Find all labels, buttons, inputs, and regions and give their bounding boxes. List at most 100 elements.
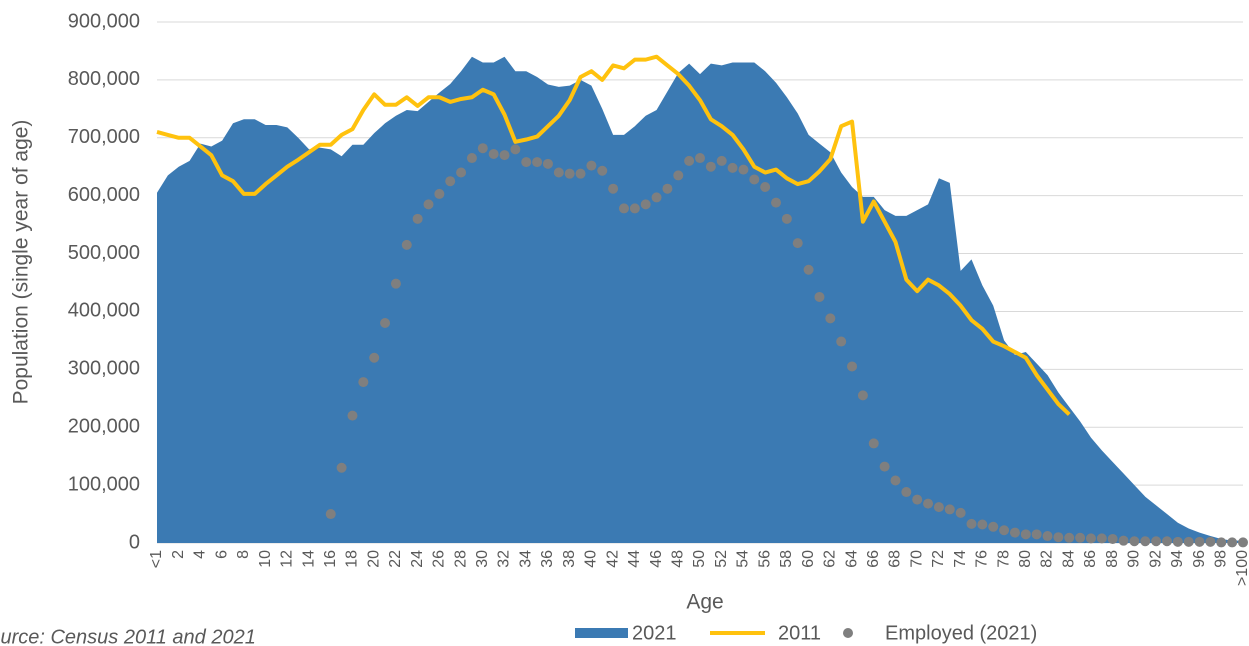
employed-dot bbox=[868, 438, 879, 449]
x-axis-label: Age bbox=[686, 591, 723, 614]
employed-dot bbox=[412, 213, 423, 224]
employed-dot bbox=[662, 183, 673, 194]
employed-dot bbox=[347, 410, 358, 421]
x-tick-label: 16 bbox=[322, 550, 339, 568]
employed-dot bbox=[803, 264, 814, 275]
x-tick-label: 14 bbox=[300, 550, 317, 568]
y-tick-label: 200,000 bbox=[68, 416, 140, 438]
employed-dot bbox=[380, 318, 391, 329]
employed-dot bbox=[792, 238, 803, 249]
x-tick-label: 52 bbox=[713, 550, 730, 568]
legend-swatch bbox=[575, 628, 628, 638]
employed-dot bbox=[499, 150, 510, 161]
area-2021 bbox=[157, 56, 1243, 543]
x-tick-label: >100 bbox=[1234, 550, 1249, 586]
employed-dot bbox=[640, 199, 651, 210]
employed-dot bbox=[727, 162, 738, 173]
x-tick-label: 56 bbox=[756, 550, 773, 568]
y-tick-label: 700,000 bbox=[68, 126, 140, 148]
x-tick-label: 74 bbox=[952, 550, 969, 568]
employed-dot bbox=[760, 181, 771, 192]
x-tick-label: 68 bbox=[887, 550, 904, 568]
legend-swatch bbox=[843, 628, 853, 638]
employed-dot bbox=[1085, 533, 1096, 544]
employed-dot bbox=[1205, 536, 1216, 547]
employed-dot bbox=[1031, 529, 1042, 540]
employed-dot bbox=[857, 390, 868, 401]
x-tick-label: 62 bbox=[822, 550, 839, 568]
x-tick-label: 86 bbox=[1082, 550, 1099, 568]
y-tick-label: 400,000 bbox=[68, 300, 140, 322]
employed-dot bbox=[1075, 532, 1086, 543]
employed-dot bbox=[684, 155, 695, 166]
employed-dot bbox=[1107, 533, 1118, 544]
employed-dot bbox=[977, 519, 988, 530]
x-tick-label: 2 bbox=[170, 550, 187, 559]
x-tick-label: 84 bbox=[1060, 550, 1077, 568]
x-tick-label: 72 bbox=[930, 550, 947, 568]
x-tick-label: 60 bbox=[800, 550, 817, 568]
employed-dot bbox=[1129, 536, 1140, 547]
employed-dot bbox=[651, 192, 662, 203]
employed-dot bbox=[814, 291, 825, 302]
employed-dot bbox=[999, 525, 1010, 536]
employed-dot bbox=[477, 143, 488, 154]
x-tick-label: 88 bbox=[1104, 550, 1121, 568]
x-tick-label: 38 bbox=[561, 550, 578, 568]
employed-dot bbox=[771, 197, 782, 208]
employed-dot bbox=[1238, 537, 1248, 548]
employed-dot bbox=[325, 509, 336, 520]
x-tick-label: 98 bbox=[1212, 550, 1229, 568]
x-tick-label: 6 bbox=[213, 550, 230, 559]
employed-dot bbox=[1053, 532, 1064, 543]
x-tick-label: 78 bbox=[995, 550, 1012, 568]
x-tick-label: 80 bbox=[1017, 550, 1034, 568]
y-tick-label: 600,000 bbox=[68, 184, 140, 206]
employed-dot bbox=[1161, 536, 1172, 547]
employed-dot bbox=[988, 521, 999, 532]
source-note: Source: Census 2011 and 2021 bbox=[0, 626, 256, 646]
employed-dot bbox=[955, 507, 966, 518]
employed-dot bbox=[608, 183, 619, 194]
employed-dot bbox=[401, 239, 412, 250]
y-axis-label: Population (single year of age) bbox=[10, 120, 33, 405]
employed-dot bbox=[488, 148, 499, 159]
employed-dot bbox=[1172, 536, 1183, 547]
x-tick-label: 96 bbox=[1191, 550, 1208, 568]
x-tick-label: 42 bbox=[604, 550, 621, 568]
x-tick-label: 54 bbox=[735, 550, 752, 568]
y-tick-label: 500,000 bbox=[68, 242, 140, 264]
employed-dot bbox=[1183, 536, 1194, 547]
x-tick-label: 10 bbox=[257, 550, 274, 568]
employed-dot bbox=[923, 498, 934, 509]
employed-dot bbox=[1096, 533, 1107, 544]
line-2011 bbox=[156, 54, 1071, 416]
employed-dot bbox=[1042, 531, 1053, 542]
x-tick-label: 30 bbox=[474, 550, 491, 568]
employed-dot bbox=[901, 487, 912, 498]
y-tick-label: 300,000 bbox=[68, 358, 140, 380]
x-tick-label: 36 bbox=[539, 550, 556, 568]
employed-dot bbox=[586, 160, 597, 171]
x-tick-label: 64 bbox=[843, 550, 860, 568]
legend-label: Employed (2021) bbox=[885, 622, 1037, 644]
y-tick-label: 100,000 bbox=[68, 473, 140, 495]
y-tick-label: 800,000 bbox=[68, 68, 140, 90]
y-tick-label: 900,000 bbox=[68, 10, 140, 32]
x-tick-label: 46 bbox=[648, 550, 665, 568]
employed-dot bbox=[912, 494, 923, 505]
employed-dot bbox=[673, 170, 684, 181]
employed-dot bbox=[510, 144, 521, 155]
x-tick-label: 12 bbox=[279, 550, 296, 568]
x-tick-label: 70 bbox=[908, 550, 925, 568]
employed-dot bbox=[716, 155, 727, 166]
x-tick-label: 4 bbox=[192, 550, 209, 559]
x-tick-label: 40 bbox=[583, 550, 600, 568]
employed-dot bbox=[390, 278, 401, 289]
x-tick-label: 82 bbox=[1039, 550, 1056, 568]
employed-dot bbox=[597, 165, 608, 176]
employed-dot bbox=[564, 168, 575, 179]
employed-dot bbox=[423, 199, 434, 210]
x-tick-label: 90 bbox=[1126, 550, 1143, 568]
